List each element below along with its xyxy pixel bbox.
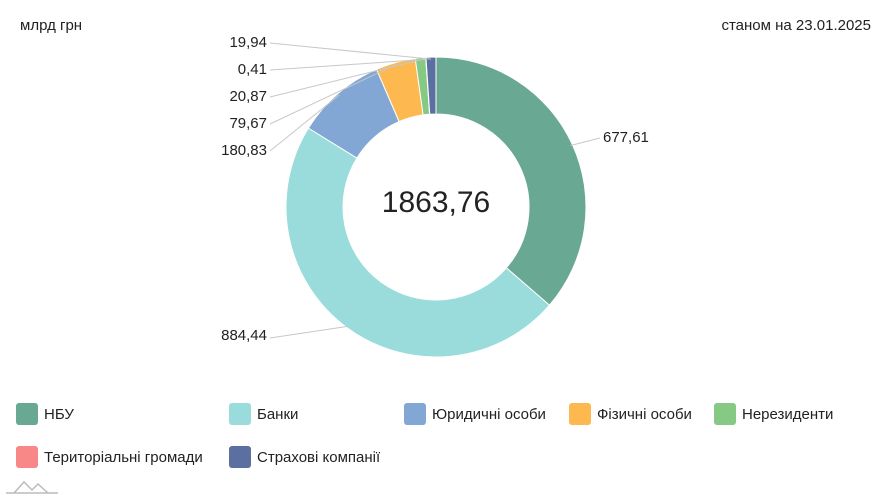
data-label-insurance: 19,94 xyxy=(229,34,267,51)
legend-label: Фізичні особи xyxy=(597,405,692,423)
leader-line-communities xyxy=(269,58,426,71)
legend-label: Нерезиденти xyxy=(742,405,834,423)
legend-label: Страхові компанії xyxy=(257,448,381,466)
legend-swatch xyxy=(16,403,38,425)
legend-item-nbu[interactable]: НБУ xyxy=(16,403,74,425)
legend-label: Юридичні особи xyxy=(432,405,546,423)
legend-swatch xyxy=(714,403,736,425)
unit-label: млрд грн xyxy=(20,17,83,34)
leader-line-nonresidents xyxy=(269,59,421,98)
leader-line-legal xyxy=(269,94,340,152)
legend-label: НБУ xyxy=(44,405,74,423)
leader-line-banks xyxy=(269,325,349,339)
slice-banks[interactable] xyxy=(285,127,551,358)
legend-item-legal[interactable]: Юридичні особи xyxy=(404,403,546,425)
legend-item-insurance[interactable]: Страхові компанії xyxy=(229,446,380,468)
data-label-individuals: 79,67 xyxy=(229,115,267,132)
legend-item-individuals[interactable]: Фізичні особи xyxy=(569,403,692,425)
leader-line-individuals xyxy=(269,64,397,125)
legend-swatch xyxy=(16,446,38,468)
data-label-communities: 0,41 xyxy=(237,61,267,78)
donut-chart xyxy=(269,42,601,358)
total-value: 1863,76 xyxy=(381,186,491,219)
legend-label: Банки xyxy=(257,405,299,423)
legend-swatch xyxy=(569,403,591,425)
leader-line-nbu xyxy=(570,137,601,146)
slice-insurance[interactable] xyxy=(425,56,437,115)
data-label-nbu: 677,61 xyxy=(603,129,649,146)
as-of-date: станом на 23.01.2025 xyxy=(721,17,871,34)
legend-item-nonresidents[interactable]: Нерезиденти xyxy=(714,403,833,425)
leader-line-insurance xyxy=(269,42,432,60)
legend-swatch xyxy=(404,403,426,425)
legend-item-banks[interactable]: Банки xyxy=(229,403,298,425)
data-label-nonresidents: 20,87 xyxy=(229,88,267,105)
legend-label: Територіальні громади xyxy=(44,448,203,466)
legend-item-communities[interactable]: Територіальні громади xyxy=(16,446,203,468)
data-label-legal: 180,83 xyxy=(221,142,267,159)
logo-icon xyxy=(6,480,58,494)
data-label-banks: 884,44 xyxy=(221,327,267,344)
legend-swatch xyxy=(229,403,251,425)
slice-nbu[interactable] xyxy=(435,56,587,306)
legend-swatch xyxy=(229,446,251,468)
